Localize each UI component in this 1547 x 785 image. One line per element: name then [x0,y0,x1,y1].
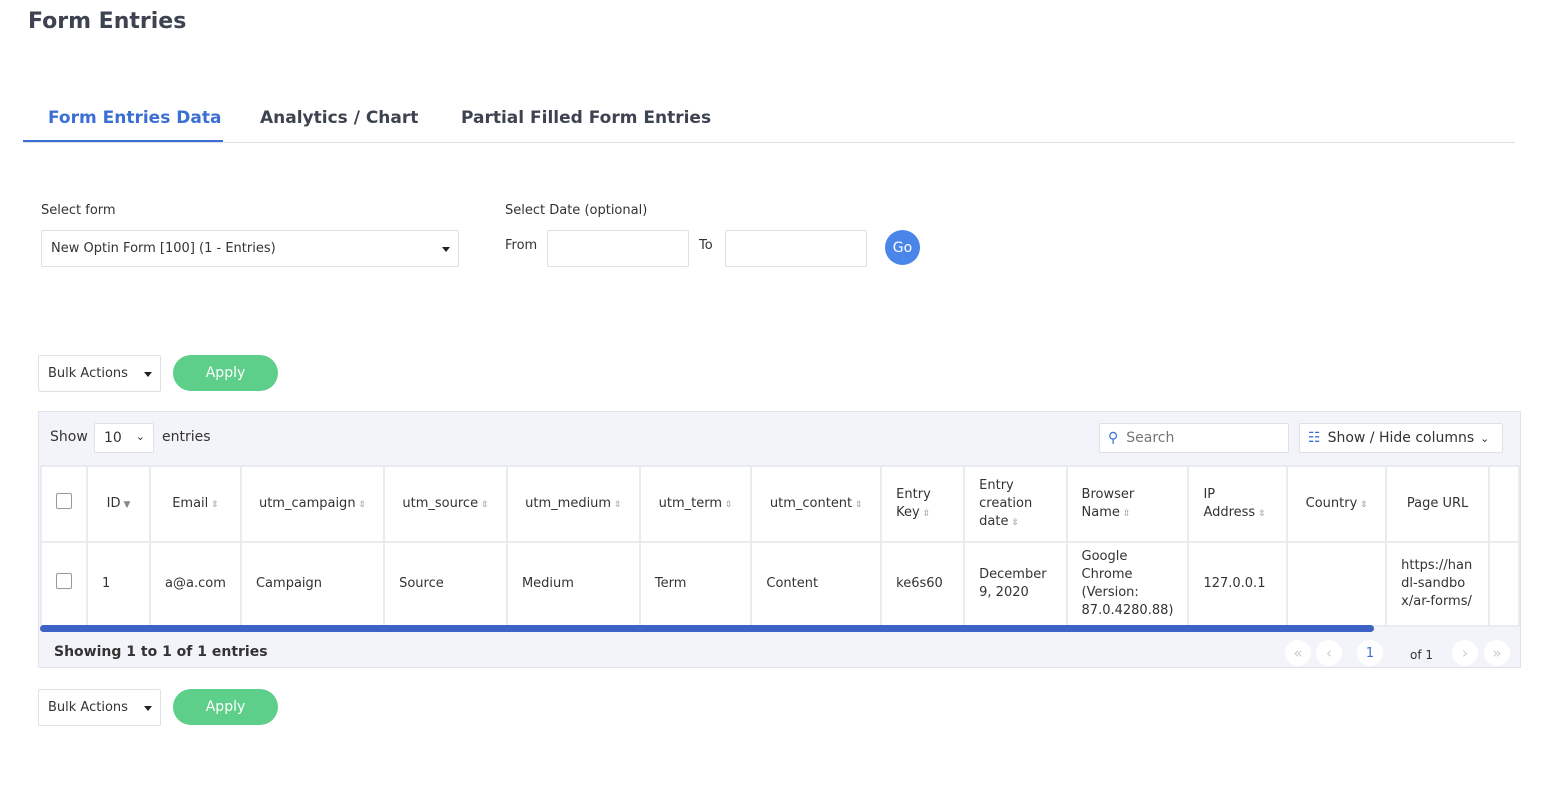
sort-icon: ⇳ [725,499,733,510]
sort-icon: ⇳ [1258,508,1266,519]
column-header[interactable]: utm_campaign ⇳ [239,465,386,543]
sort-icon: ⇳ [922,508,931,519]
search-icon: ⚲ [1108,430,1119,446]
cell-entry-key: ke6s60 [880,541,966,627]
bulk-actions-label: Bulk Actions [48,366,128,381]
page-count: of 1 [1410,648,1434,662]
page-1-button[interactable]: 1 [1357,640,1383,666]
apply-button-bottom[interactable]: Apply [173,689,278,725]
select-form-dropdown[interactable]: New Optin Form [100] (1 - Entries) [41,230,459,267]
sort-icon: ⇳ [211,499,219,510]
entries-label: entries [162,429,211,445]
bulk-actions-dropdown-bottom[interactable]: Bulk Actions [38,689,161,726]
cell-email: a@a.com [149,541,242,627]
column-header[interactable]: utm_medium ⇳ [505,465,641,543]
last-page-icon[interactable]: » [1484,640,1510,666]
first-page-icon[interactable]: « [1285,640,1311,666]
active-tab-indicator [23,140,223,142]
horizontal-scrollbar[interactable] [40,625,1374,632]
page-size-select[interactable]: 10 ⌄ [94,423,154,453]
tab-analytics-chart[interactable]: Analytics / Chart [260,108,419,128]
cell-country [1286,541,1388,627]
page-size-value: 10 [104,430,122,446]
chevron-down-icon: ⌄ [135,430,145,443]
sort-icon: ⇳ [1122,508,1131,519]
column-header[interactable]: Browser Name ⇳ [1065,465,1190,543]
cell-utm-medium: Medium [505,541,641,627]
cell-entry-date: December 9, 2020 [963,541,1068,627]
bulk-actions-dropdown-top[interactable]: Bulk Actions [38,355,161,392]
cell-browser: Google Chrome (Version: 87.0.4280.88) [1065,541,1190,627]
chevron-down-icon: ⌄ [1480,431,1490,445]
search-box[interactable]: ⚲ [1099,423,1289,453]
cell-page-url: https://handl-sandbox/ar-forms/ [1385,541,1490,627]
cell-utm-source: Source [383,541,508,627]
search-input[interactable] [1126,430,1277,446]
entries-table: ID ▼ Email ⇳ utm_campaign ⇳ utm_source ⇳ utm… [40,465,1521,627]
column-header[interactable]: Country ⇳ [1286,465,1388,543]
next-page-icon[interactable]: › [1452,640,1478,666]
date-label: Select Date (optional) [505,203,648,218]
tab-partial-entries[interactable]: Partial Filled Form Entries [461,108,712,128]
page-title: Form Entries [28,9,187,34]
sort-icon: ⇳ [1011,517,1020,528]
tab-bar: Form Entries Data Analytics / Chart Part… [23,100,1515,143]
table-header-row: ID ▼ Email ⇳ utm_campaign ⇳ utm_source ⇳ utm… [40,465,1521,543]
cell-utm-content: Content [750,541,883,627]
caret-down-icon [442,246,450,252]
column-header[interactable]: Email ⇳ [149,465,242,543]
sort-desc-icon: ▼ [123,499,131,510]
sort-icon: ⇳ [614,499,622,510]
cell-utm-campaign: Campaign [239,541,386,627]
row-checkbox[interactable] [56,573,72,589]
sort-icon: ⇳ [1360,499,1368,510]
column-header[interactable]: utm_content ⇳ [750,465,883,543]
column-header[interactable]: IP Address ⇳ [1187,465,1289,543]
show-label: Show [50,429,88,445]
select-all-cell [40,465,88,543]
column-header[interactable]: utm_term ⇳ [638,465,753,543]
to-label: To [699,238,713,253]
sort-icon: ⇳ [855,499,863,510]
column-header[interactable]: Entry Key ⇳ [880,465,966,543]
caret-down-icon [144,371,152,377]
cell-ip: 127.0.0.1 [1187,541,1289,627]
to-date-input[interactable] [725,230,867,267]
column-header[interactable]: utm_source ⇳ [383,465,508,543]
table-row: 1 a@a.com Campaign Source Medium Term Co… [40,541,1521,627]
tab-form-entries-data[interactable]: Form Entries Data [48,108,222,128]
prev-page-icon[interactable]: ‹ [1316,640,1342,666]
column-header [1487,465,1521,543]
entries-summary: Showing 1 to 1 of 1 entries [54,644,268,660]
select-all-checkbox[interactable] [56,493,72,509]
cell-utm-term: Term [638,541,753,627]
caret-down-icon [144,705,152,711]
sort-icon: ⇳ [358,499,367,510]
cell-id: 1 [85,541,152,627]
entries-table-panel: Show 10 ⌄ entries ⚲ ☷ Show / Hide column… [38,411,1521,668]
show-hide-columns-label: Show / Hide columns [1327,430,1475,446]
column-header[interactable]: ID ▼ [85,465,152,543]
column-header[interactable]: Entry creation date ⇳ [963,465,1068,543]
sort-icon: ⇳ [481,499,489,510]
select-form-value: New Optin Form [100] (1 - Entries) [51,241,276,256]
apply-button-top[interactable]: Apply [173,355,278,391]
columns-icon: ☷ [1308,430,1321,446]
go-button[interactable]: Go [885,230,920,265]
select-form-label: Select form [41,203,116,218]
from-date-input[interactable] [547,230,689,267]
column-header: Page URL [1385,465,1490,543]
show-hide-columns-button[interactable]: ☷ Show / Hide columns ⌄ [1299,423,1503,453]
row-select-cell [40,541,88,627]
bulk-actions-label: Bulk Actions [48,700,128,715]
from-label: From [505,238,538,253]
